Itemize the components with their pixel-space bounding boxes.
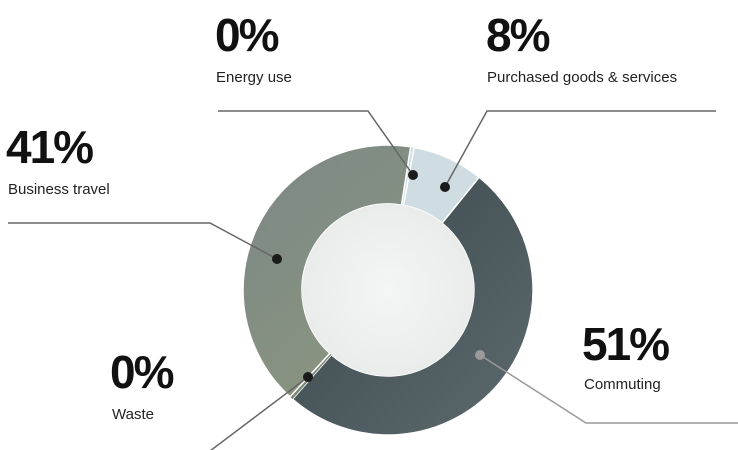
label-commuting: Commuting <box>584 376 661 393</box>
leader-purchased-goods <box>444 110 716 188</box>
label-energy-use: Energy use <box>216 69 292 86</box>
marker-business-travel <box>272 254 282 264</box>
pct-energy-use: 0% <box>215 9 279 61</box>
marker-energy-use <box>408 170 418 180</box>
label-purchased-goods: Purchased goods & services <box>487 69 677 86</box>
marker-commuting <box>475 350 485 360</box>
pct-purchased-goods: 8% <box>486 9 550 61</box>
leader-energy-use <box>218 110 414 176</box>
marker-waste <box>303 372 313 382</box>
marker-purchased-goods <box>440 182 450 192</box>
label-business-travel: Business travel <box>8 181 110 198</box>
donut-hole <box>302 204 474 376</box>
leader-waste <box>210 376 309 450</box>
leader-commuting <box>479 354 738 424</box>
pct-business-travel: 41% <box>6 121 93 173</box>
leader-business-travel <box>8 222 278 260</box>
pct-commuting: 51% <box>582 318 669 370</box>
label-waste: Waste <box>112 406 154 423</box>
pct-waste: 0% <box>110 346 174 398</box>
